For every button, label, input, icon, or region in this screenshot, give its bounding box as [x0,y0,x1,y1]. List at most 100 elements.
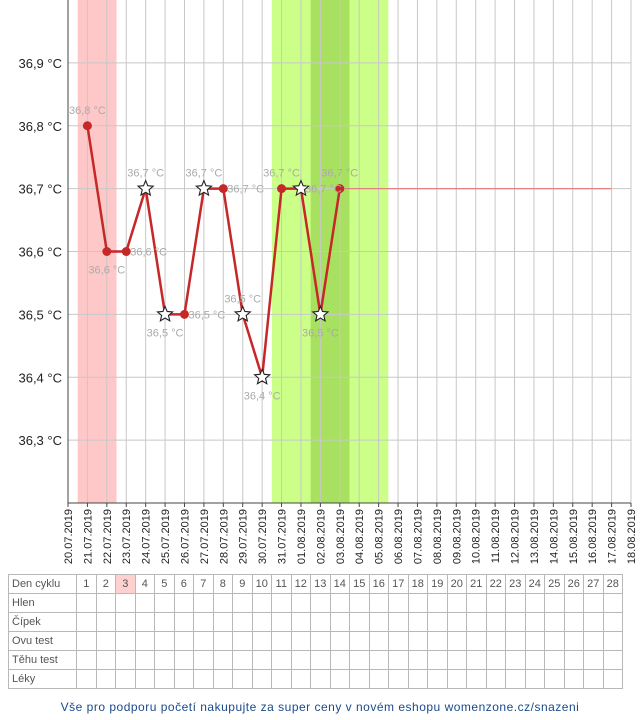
star-marker [311,304,330,323]
table-cell [407,593,428,613]
x-tick-label: 24.07.2019 [141,509,153,564]
table-cell [329,593,350,613]
temperature-chart: 36,3 °C36,4 °C36,5 °C36,6 °C36,7 °C36,8 … [18,0,638,564]
point-label: 36,4 °C [244,390,281,402]
dot-marker [121,247,131,256]
table-cell [485,631,506,651]
table-cell [368,669,389,689]
point-labels: 36,8 °C 36,6 °C 36,6 °C 36,7 °C 36,5 °C 36,5 … [69,105,358,403]
table-cell [349,669,370,689]
table-cell [95,612,116,632]
table-cell [446,669,467,689]
x-axis: 20.07.2019 21.07.2019 22.07.2019 23.07.2019… [63,503,638,564]
x-tick-label: 08.08.2019 [432,509,444,564]
table-cell [544,612,565,632]
x-tick-label: 14.08.2019 [548,509,560,564]
x-tick-label: 22.07.2019 [102,509,114,564]
x-tick-label: 07.08.2019 [412,509,424,564]
temperature-series [82,121,345,385]
table-cell [251,631,272,651]
table-cell [505,669,526,689]
table-cell: 5 [154,574,175,594]
x-tick-label: 31.07.2019 [277,509,289,564]
table-cell [427,593,448,613]
table-cell [349,631,370,651]
table-cell: 3 [115,574,136,594]
table-cell [251,650,272,670]
table-cell: 18 [407,574,428,594]
table-cell [193,612,214,632]
row-label: Těhu test [8,650,77,670]
table-cell [154,593,175,613]
row-label: Ovu test [8,631,77,651]
table-cell [505,650,526,670]
dot-marker [218,184,228,194]
table-cell [115,593,136,613]
table-cell [193,593,214,613]
table-cell [544,593,565,613]
table-cell [95,631,116,651]
table-cell [349,593,370,613]
table-cell: 2 [95,574,116,594]
point-label: 36,5 °C [188,309,225,321]
dot-marker [102,247,112,256]
table-cell [310,631,331,651]
x-tick-label: 12.08.2019 [510,509,522,564]
point-label: 36,5 °C [147,327,184,339]
table-cell [310,650,331,670]
table-cell [427,650,448,670]
table-cell [427,631,448,651]
table-cell [505,593,526,613]
table-cell [271,669,292,689]
star-marker [136,179,155,197]
table-cell [134,669,155,689]
point-label: 36,7 °C [127,168,164,180]
table-cell [232,593,253,613]
table-cell [388,650,409,670]
table-cell [173,650,194,670]
table-cell [173,631,194,651]
y-tick-label: 36,5 °C [18,307,62,322]
table-cell: 13 [310,574,331,594]
table-cell [563,669,584,689]
table-cell: 7 [193,574,214,594]
table-cell [349,650,370,670]
star-marker [292,179,310,197]
point-label: 36,7 °C [185,168,222,180]
table-cell: 1 [76,574,97,594]
table-row: Čípek [8,612,623,632]
table-cell [134,593,155,613]
table-cell [193,650,214,670]
point-label: 36,5 °C [302,327,339,339]
table-cell [329,669,350,689]
point-label: 36,7 °C [305,184,342,196]
table-cell [212,612,233,632]
table-cell [251,612,272,632]
table-cell [466,593,487,613]
table-cell [524,669,545,689]
table-cell [602,593,623,613]
star-marker [233,304,252,323]
y-tick-label: 36,4 °C [18,370,62,385]
point-label: 36,6 °C [130,247,167,259]
table-cell [602,612,623,632]
footer-link[interactable]: Vše pro podporu početí nakupujte za supe… [60,700,580,714]
table-cell [290,593,311,613]
table-cell [76,593,97,613]
table-cell [232,631,253,651]
row-label: Čípek [8,612,77,632]
table-cell [563,593,584,613]
row-label: Hlen [8,593,77,613]
table-cell [466,669,487,689]
table-row: Léky [8,669,623,689]
table-cell [212,593,233,613]
table-cell [446,612,467,632]
table-cell [427,612,448,632]
table-cell [232,669,253,689]
table-cell [485,593,506,613]
table-cell: 22 [485,574,506,594]
table-cell: 12 [290,574,311,594]
cycle-table: Den cyklu 1 2 3 4 5 6 7 8 9 10 11 12 13 14 15 16 17 18 19 20… [8,574,623,689]
table-cell [212,631,233,651]
table-cell: 6 [173,574,194,594]
